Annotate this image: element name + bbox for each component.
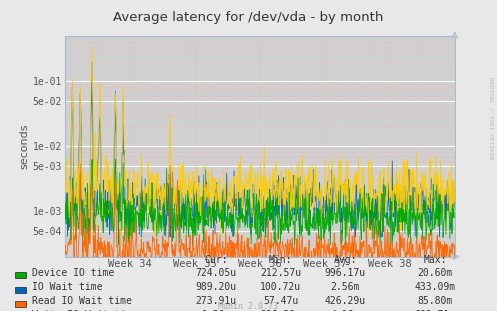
Text: Read IO Wait time: Read IO Wait time	[32, 296, 132, 306]
Text: 4.16m: 4.16m	[331, 310, 360, 311]
Text: Cur:: Cur:	[204, 255, 228, 265]
Text: 426.29u: 426.29u	[325, 296, 366, 306]
Text: 57.47u: 57.47u	[263, 296, 298, 306]
Text: 724.05u: 724.05u	[196, 267, 237, 277]
Text: 1.58m: 1.58m	[201, 310, 231, 311]
Text: 212.57u: 212.57u	[260, 267, 301, 277]
Text: 273.91u: 273.91u	[196, 296, 237, 306]
Text: IO Wait time: IO Wait time	[32, 282, 103, 292]
Text: Munin 2.0.73: Munin 2.0.73	[219, 302, 278, 311]
Text: RRDTOOL / TOBI OETIKER: RRDTOOL / TOBI OETIKER	[489, 77, 494, 160]
Text: Min:: Min:	[269, 255, 293, 265]
Text: Device IO time: Device IO time	[32, 267, 114, 277]
Text: Write IO Wait time: Write IO Wait time	[32, 310, 138, 311]
Text: 236.39u: 236.39u	[260, 310, 301, 311]
Text: 689.71m: 689.71m	[414, 310, 455, 311]
Text: 20.60m: 20.60m	[417, 267, 452, 277]
Text: Max:: Max:	[423, 255, 447, 265]
Text: Avg:: Avg:	[333, 255, 357, 265]
Text: 100.72u: 100.72u	[260, 282, 301, 292]
Text: Average latency for /dev/vda - by month: Average latency for /dev/vda - by month	[113, 11, 384, 24]
Text: 85.80m: 85.80m	[417, 296, 452, 306]
Text: 433.09m: 433.09m	[414, 282, 455, 292]
Y-axis label: seconds: seconds	[20, 123, 30, 169]
Text: 2.56m: 2.56m	[331, 282, 360, 292]
Text: 996.17u: 996.17u	[325, 267, 366, 277]
Text: 989.20u: 989.20u	[196, 282, 237, 292]
